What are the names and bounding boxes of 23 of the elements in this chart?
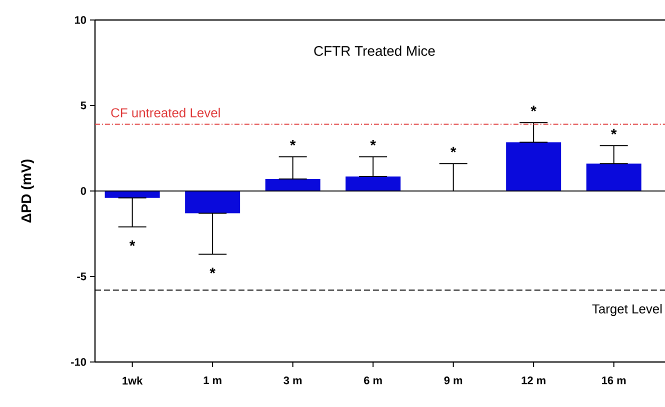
annotation: *: [210, 268, 216, 274]
y-tick-label: 10: [74, 16, 86, 24]
y-tick-label: 5: [80, 102, 86, 110]
ref-line-label: CF untreated Level: [111, 108, 220, 118]
y-tick-label: -10: [71, 358, 86, 366]
x-tick-label: 1 m: [204, 376, 222, 384]
x-tick-label: 16 m: [602, 376, 626, 384]
x-tick-label: 3 m: [284, 376, 302, 384]
annotation: *: [129, 240, 136, 246]
annotation: *: [370, 140, 376, 146]
x-tick-label: 1wk: [122, 376, 143, 384]
annotation: *: [610, 128, 617, 134]
text: CFTR Treated Mice: [314, 46, 435, 56]
annotation: *: [530, 106, 536, 112]
x-tick-label: 12 m: [522, 376, 546, 384]
y-tick-label: -5: [77, 272, 86, 280]
y-tick-label: 0: [80, 187, 86, 195]
ref-line-label: Target Level: [592, 304, 662, 316]
annotation: *: [290, 140, 296, 146]
x-tick-label: 6 m: [364, 376, 382, 384]
annotation: *: [450, 146, 456, 152]
y-axis-title: ΔPD (mV): [20, 160, 34, 223]
x-tick-label: 9 m: [444, 376, 462, 384]
